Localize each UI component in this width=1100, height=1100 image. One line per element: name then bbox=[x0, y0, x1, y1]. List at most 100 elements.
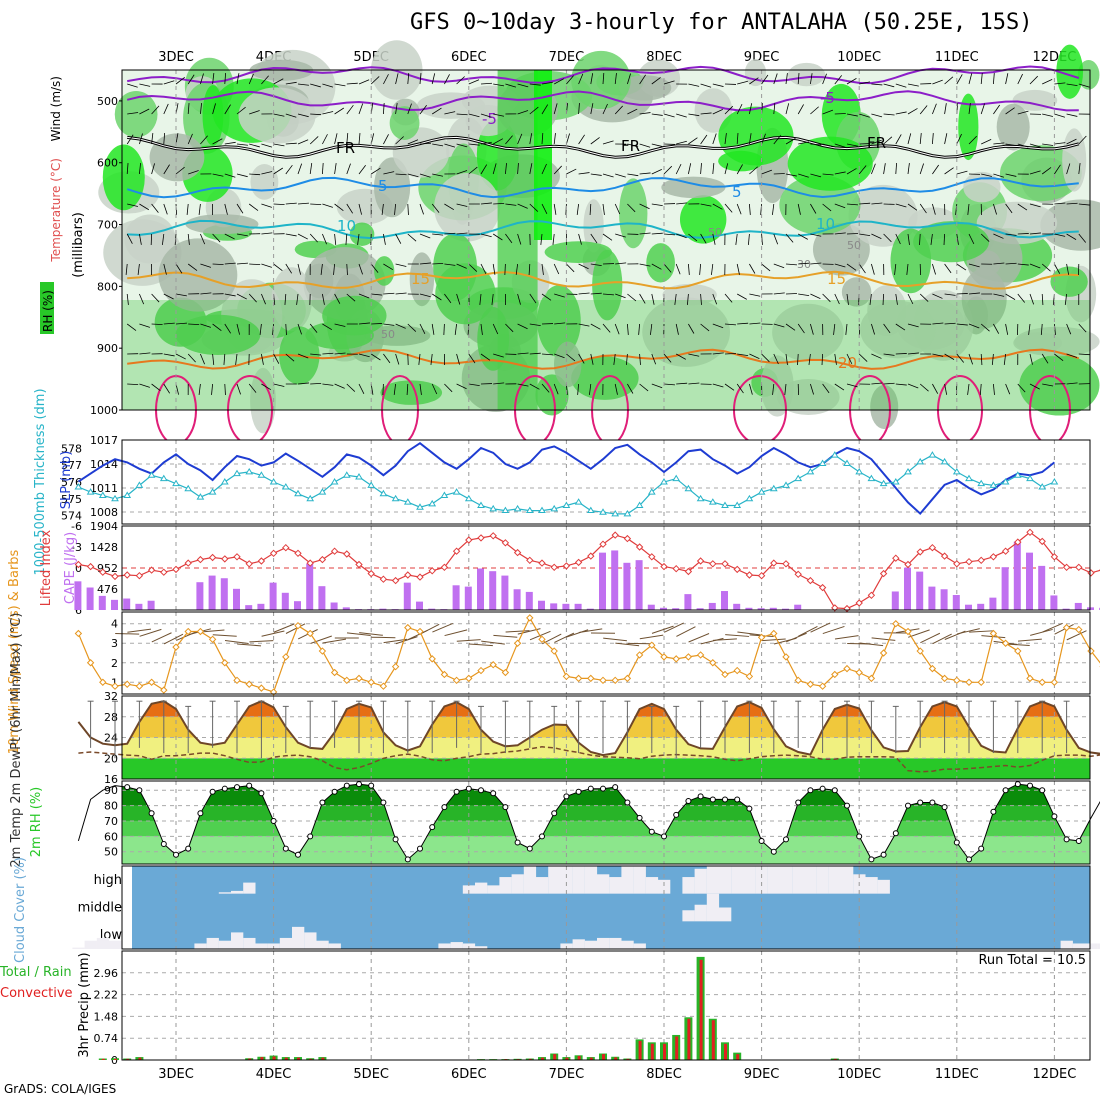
lifted-index-point bbox=[465, 536, 473, 544]
wind-barb bbox=[137, 263, 140, 275]
cloud-high-bar bbox=[828, 866, 842, 894]
rh-point bbox=[392, 836, 399, 843]
contour-label: 15 bbox=[827, 270, 846, 288]
temp-band bbox=[122, 758, 1090, 779]
wind-barb bbox=[431, 383, 438, 395]
thickness-point bbox=[684, 484, 693, 492]
rh-region bbox=[694, 88, 733, 133]
wind-barb bbox=[493, 138, 504, 145]
lifted-index-point bbox=[806, 576, 815, 585]
wind-barb bbox=[236, 293, 247, 300]
y-tick-label-left: -3 bbox=[71, 541, 82, 554]
wind-barb bbox=[309, 233, 318, 243]
wind-barb bbox=[370, 76, 380, 85]
lifted-index-point bbox=[989, 553, 998, 561]
rh-region bbox=[1062, 128, 1087, 192]
wind-barb bbox=[675, 323, 679, 335]
wind-barb bbox=[871, 263, 875, 275]
wind-barb bbox=[297, 382, 309, 385]
wind-speed-point bbox=[879, 649, 888, 657]
y-tick-label-left: 576 bbox=[61, 476, 82, 489]
wind-barb bbox=[432, 233, 444, 236]
rh-point bbox=[197, 810, 204, 817]
wind-barb bbox=[785, 138, 796, 145]
wind-barb bbox=[419, 233, 431, 239]
wind-barb bbox=[578, 73, 584, 85]
cloud-high-bar bbox=[706, 866, 720, 894]
wind-barb bbox=[383, 74, 389, 85]
thickness-point bbox=[562, 501, 571, 509]
wind-barb bbox=[578, 292, 590, 295]
cloud-low-bar bbox=[255, 943, 268, 949]
date-label-bottom: 5DEC bbox=[353, 1067, 389, 1082]
rh-region bbox=[250, 164, 279, 200]
wind-barb bbox=[834, 171, 846, 175]
lifted-index-point bbox=[782, 560, 790, 568]
cloud-high-bar bbox=[548, 866, 561, 894]
wind-barb bbox=[724, 323, 736, 326]
wind-barb bbox=[700, 233, 707, 244]
cape-bar bbox=[721, 591, 728, 610]
wind-barb-10m bbox=[688, 633, 710, 643]
rh-region bbox=[433, 233, 477, 302]
wind-barb bbox=[736, 164, 743, 175]
wind-barb bbox=[1042, 113, 1053, 117]
wind-barb bbox=[1041, 353, 1049, 364]
lifted-index-point bbox=[1062, 563, 1071, 572]
lifted-index-point bbox=[635, 543, 644, 551]
wind-speed-point bbox=[440, 670, 449, 679]
wind-barb bbox=[139, 352, 151, 355]
wind-barb bbox=[845, 323, 848, 335]
rh-point bbox=[831, 787, 838, 794]
wind-barb bbox=[688, 137, 698, 145]
precip-conv-bar bbox=[833, 1058, 837, 1060]
wind-barb bbox=[894, 263, 897, 275]
wind-barb bbox=[454, 323, 457, 335]
lifted-index-point bbox=[367, 569, 375, 578]
wind-barb bbox=[272, 323, 274, 335]
wind-barb bbox=[273, 113, 285, 117]
wind-barb bbox=[993, 233, 1004, 239]
lifted-index-point bbox=[550, 563, 558, 572]
wind-barb bbox=[932, 203, 936, 215]
wind-barb bbox=[1041, 293, 1044, 306]
wind-barb bbox=[798, 141, 810, 145]
wind-barb bbox=[163, 103, 169, 115]
wind-barb bbox=[1005, 73, 1009, 85]
cloud-low-bar bbox=[194, 943, 207, 949]
thickness-point bbox=[123, 491, 132, 498]
wind-barb bbox=[310, 113, 322, 116]
wind-barb bbox=[529, 163, 533, 175]
wind-barb bbox=[139, 323, 150, 328]
date-label-bottom: 3DEC bbox=[158, 1067, 194, 1082]
cape-bar bbox=[794, 604, 802, 610]
y-axis-label-left: Lifted Index bbox=[39, 529, 54, 606]
wind-barb bbox=[554, 78, 565, 85]
wind-barb bbox=[357, 233, 360, 245]
wind-barb bbox=[1041, 263, 1051, 272]
wind-barb bbox=[395, 233, 402, 244]
wind-speed-point bbox=[123, 680, 131, 688]
wind-barb bbox=[944, 76, 954, 85]
thickness-point bbox=[208, 488, 217, 495]
wind-barb bbox=[541, 104, 549, 115]
wind-barb bbox=[1066, 263, 1070, 275]
wind-speed-point bbox=[111, 682, 119, 690]
wind-barb-10m bbox=[359, 632, 383, 636]
y-tick-label: 4 bbox=[111, 618, 118, 631]
rh-region bbox=[1012, 89, 1058, 111]
wind-barb bbox=[504, 263, 506, 276]
y-tick-label: 1000 bbox=[90, 404, 118, 417]
wind-barb bbox=[749, 383, 753, 395]
wind-barb bbox=[273, 78, 284, 85]
wind-barb bbox=[651, 383, 663, 389]
rh-point bbox=[404, 856, 411, 863]
wind-barb bbox=[431, 323, 435, 335]
precip-conv-bar bbox=[711, 1020, 715, 1060]
wind-speed-point bbox=[843, 664, 851, 673]
wind-barb bbox=[663, 233, 675, 236]
wind-barb-10m bbox=[920, 632, 941, 644]
wind-barb bbox=[627, 173, 639, 177]
wind-barb bbox=[1017, 73, 1023, 85]
